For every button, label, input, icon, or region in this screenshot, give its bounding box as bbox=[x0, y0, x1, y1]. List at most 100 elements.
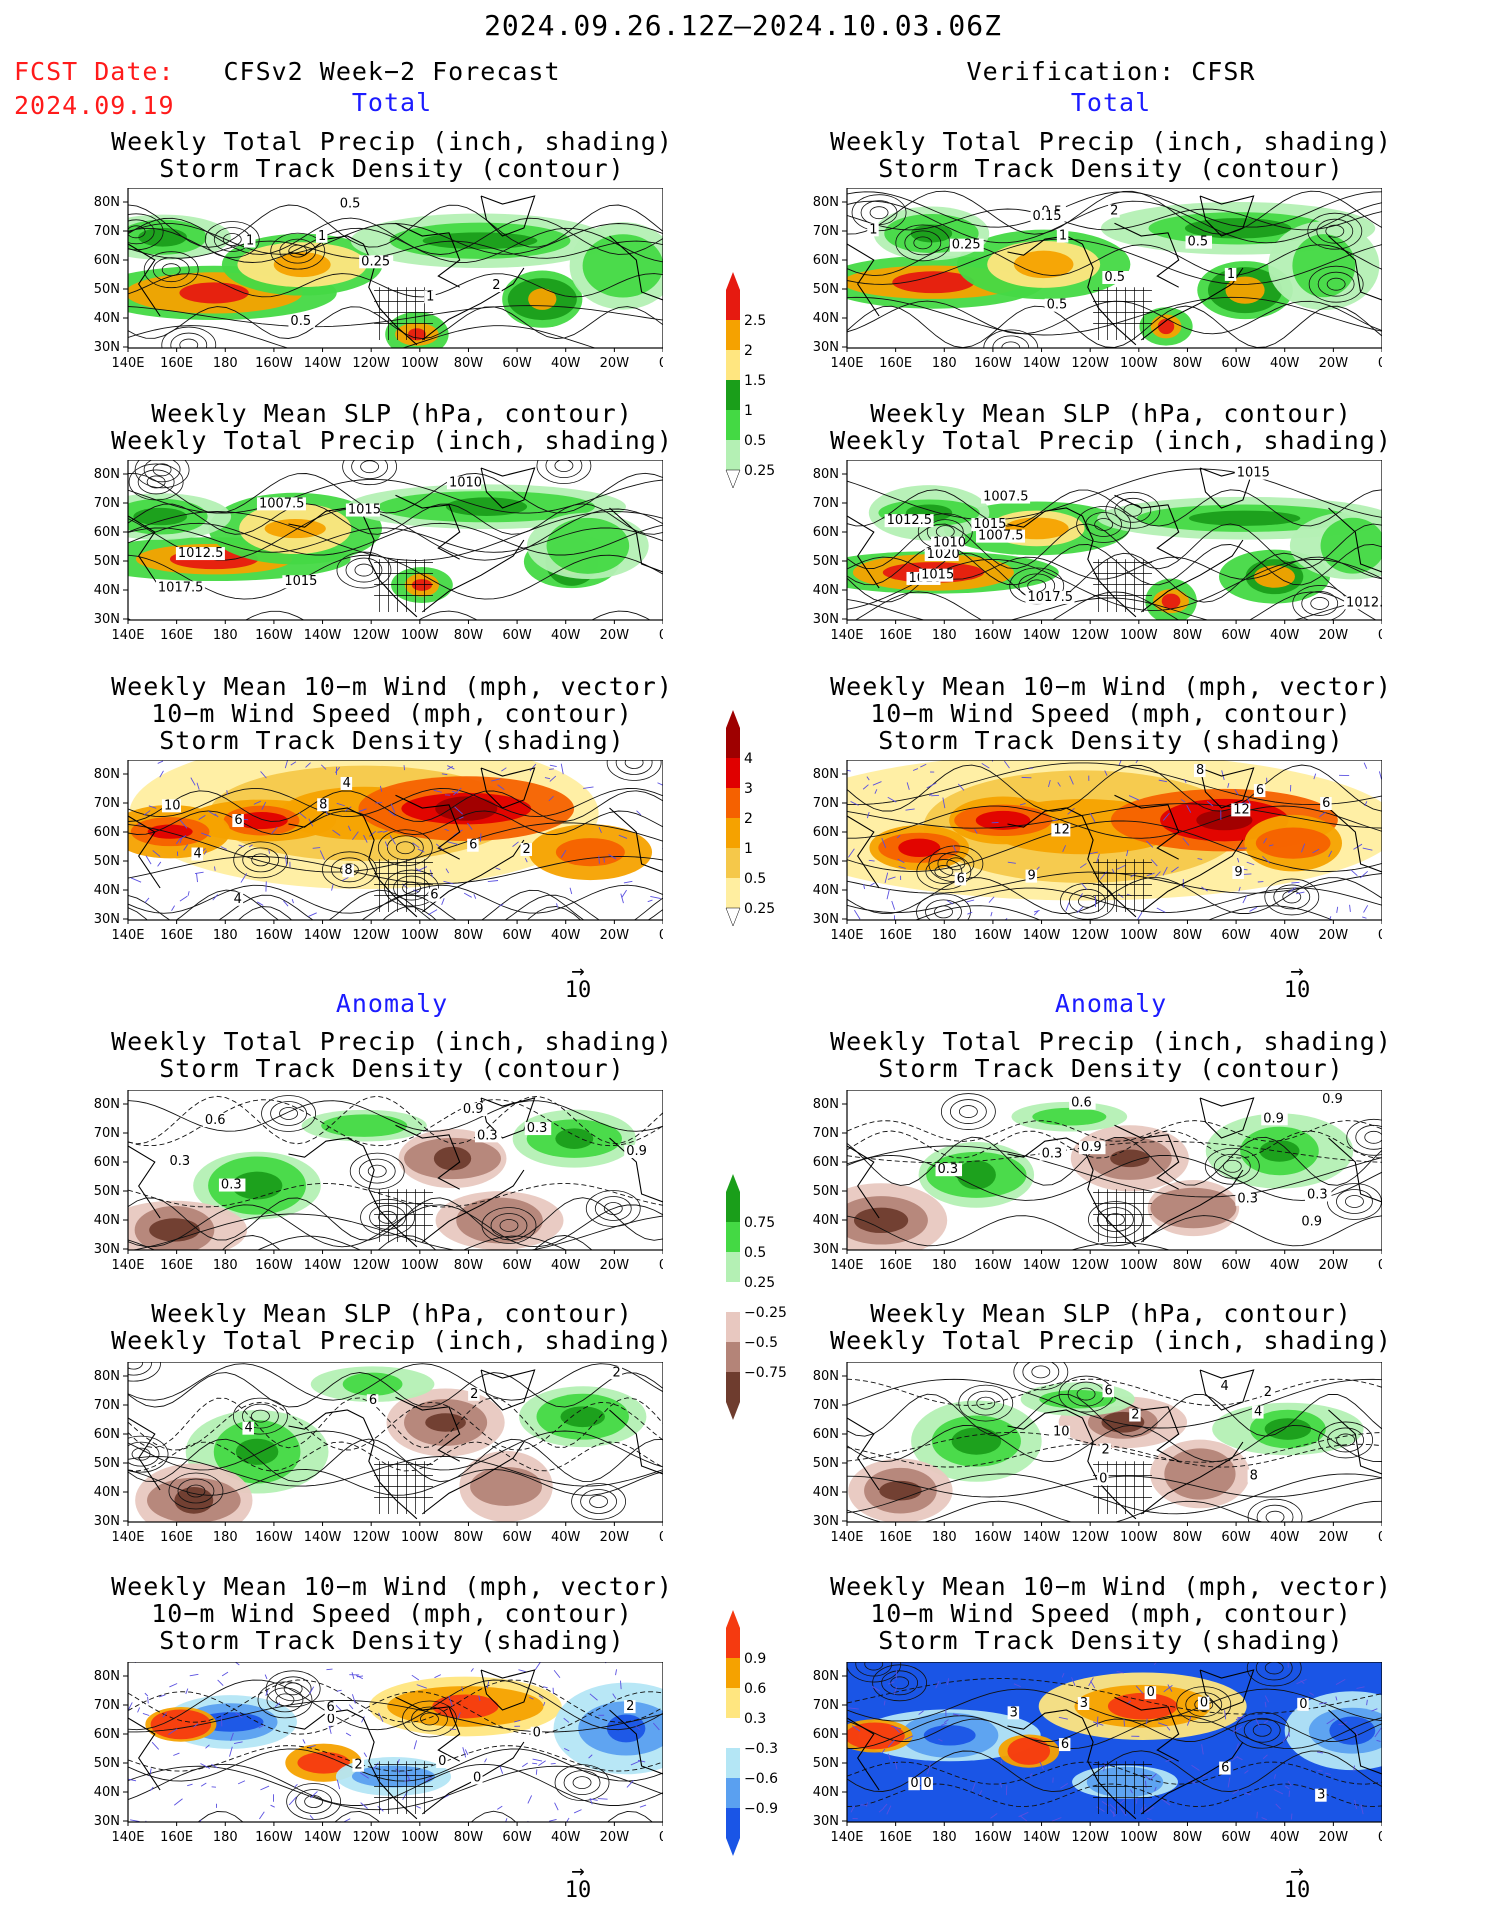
lat-tick-label: 80N bbox=[813, 767, 839, 782]
lat-tick-label: 80N bbox=[94, 195, 120, 210]
contour-line bbox=[847, 1443, 1382, 1468]
wind-vector bbox=[1144, 1780, 1147, 1789]
lon-tick-label: 160W bbox=[974, 1530, 1012, 1545]
wind-vector bbox=[862, 784, 869, 790]
svg-text:1010: 1010 bbox=[933, 536, 966, 551]
wind-vector bbox=[1374, 1727, 1382, 1738]
svg-text:2: 2 bbox=[626, 1699, 634, 1714]
wind-vector bbox=[1273, 1789, 1284, 1795]
wind-vector bbox=[887, 1681, 895, 1685]
contour-line bbox=[221, 1235, 593, 1250]
contour-line bbox=[1070, 1242, 1171, 1250]
wind-vector bbox=[1039, 1761, 1044, 1770]
contour-line bbox=[847, 1378, 1382, 1406]
contour-label: 6 bbox=[1102, 1383, 1115, 1398]
contour-ring bbox=[367, 1164, 387, 1178]
contour-ring bbox=[872, 1664, 928, 1702]
contour-line bbox=[847, 305, 1382, 348]
coastline bbox=[480, 467, 536, 509]
wind-vector bbox=[1065, 902, 1070, 911]
contour-label: 6 bbox=[232, 813, 244, 828]
contour-line bbox=[847, 1475, 1382, 1498]
wind-vector bbox=[1116, 864, 1126, 870]
contour-line bbox=[128, 240, 663, 259]
wind-vector bbox=[463, 892, 472, 898]
coastline bbox=[847, 1417, 880, 1491]
wind-vector bbox=[988, 896, 995, 903]
wind-vector bbox=[612, 1693, 617, 1699]
wind-vector bbox=[534, 1662, 542, 1670]
wind-vector bbox=[382, 830, 388, 833]
contour-ring bbox=[257, 1681, 313, 1719]
wind-vector bbox=[413, 1740, 418, 1750]
wind-vector bbox=[1287, 1780, 1292, 1787]
lon-tick-label: 100W bbox=[401, 1530, 439, 1545]
lon-tick-label: 60W bbox=[502, 1830, 532, 1845]
contour-ring bbox=[1317, 271, 1355, 297]
svg-text:1015: 1015 bbox=[348, 503, 381, 518]
wind-vector bbox=[1336, 906, 1339, 913]
svg-text:8: 8 bbox=[1250, 1469, 1258, 1484]
contour-ring bbox=[377, 829, 433, 867]
lon-tick-label: 80W bbox=[1173, 1530, 1203, 1545]
date-range-title: 2024.09.26.12Z‒2024.10.03.06Z bbox=[484, 9, 1002, 42]
contour-ring bbox=[265, 1670, 321, 1708]
lat-tick-label: 50N bbox=[813, 554, 839, 569]
svg-text:1: 1 bbox=[1059, 229, 1067, 244]
lat-tick-label: 60N bbox=[813, 1727, 839, 1742]
contour-ring bbox=[925, 899, 962, 920]
wind-vector bbox=[1197, 858, 1203, 860]
coastline bbox=[395, 222, 461, 288]
coastline bbox=[1140, 839, 1244, 913]
coastline bbox=[421, 539, 525, 613]
wind-vector bbox=[348, 1704, 354, 1710]
contour-ring bbox=[1345, 1195, 1364, 1208]
contour-ring bbox=[1252, 1723, 1272, 1737]
wind-vector bbox=[151, 1741, 160, 1750]
contour-label: 0 bbox=[1097, 1471, 1109, 1486]
wind-vector bbox=[159, 770, 164, 778]
lon-tick-label: 60W bbox=[502, 928, 532, 943]
wind-vector bbox=[1238, 886, 1241, 892]
svg-text:0.5: 0.5 bbox=[1047, 298, 1068, 313]
coastline bbox=[362, 515, 418, 618]
wind-vector bbox=[868, 859, 875, 862]
wind-vector bbox=[1237, 857, 1240, 863]
contour-ring bbox=[295, 1789, 333, 1814]
svg-text:6: 6 bbox=[957, 871, 965, 886]
wind-vector bbox=[1163, 1685, 1173, 1693]
contour-ring bbox=[1097, 1207, 1134, 1232]
contour-label: 0.5 bbox=[1044, 298, 1072, 313]
wind-vector bbox=[1149, 1773, 1157, 1781]
wind-vector bbox=[342, 877, 349, 881]
wind-vector bbox=[1167, 1684, 1173, 1692]
coastline bbox=[362, 1717, 418, 1820]
wind-vector bbox=[1158, 779, 1168, 783]
contour-ring bbox=[1068, 888, 1106, 914]
wind-vector bbox=[957, 783, 965, 791]
coastline bbox=[1114, 1124, 1180, 1190]
wind-vector bbox=[1183, 778, 1187, 784]
wind-vector bbox=[952, 845, 957, 852]
contour-line bbox=[847, 1145, 1382, 1198]
contour-label: 0.3 bbox=[1235, 1192, 1262, 1207]
lon-tick-label: 140W bbox=[1023, 1830, 1061, 1845]
wind-vector bbox=[550, 1762, 556, 1765]
contour-label: 1015 bbox=[345, 503, 381, 518]
wind-vector bbox=[226, 790, 228, 795]
lon-tick-label: 120W bbox=[352, 356, 390, 371]
wind-vector bbox=[256, 901, 264, 906]
contour-line bbox=[128, 790, 663, 822]
colorbar-label: 0.25 bbox=[744, 463, 775, 479]
wind-vector bbox=[1249, 906, 1258, 912]
lat-tick-label: 70N bbox=[94, 796, 120, 811]
wind-vector bbox=[447, 765, 454, 770]
lon-tick-label: 140E bbox=[111, 356, 144, 371]
contour-ring bbox=[934, 865, 954, 878]
wind-vector bbox=[1004, 760, 1010, 769]
colorbar-segment bbox=[726, 1192, 740, 1222]
svg-text:1017.5: 1017.5 bbox=[1028, 590, 1074, 605]
wind-vector bbox=[512, 841, 519, 848]
contour-ring bbox=[1325, 224, 1345, 238]
wind-vector bbox=[233, 1741, 243, 1744]
